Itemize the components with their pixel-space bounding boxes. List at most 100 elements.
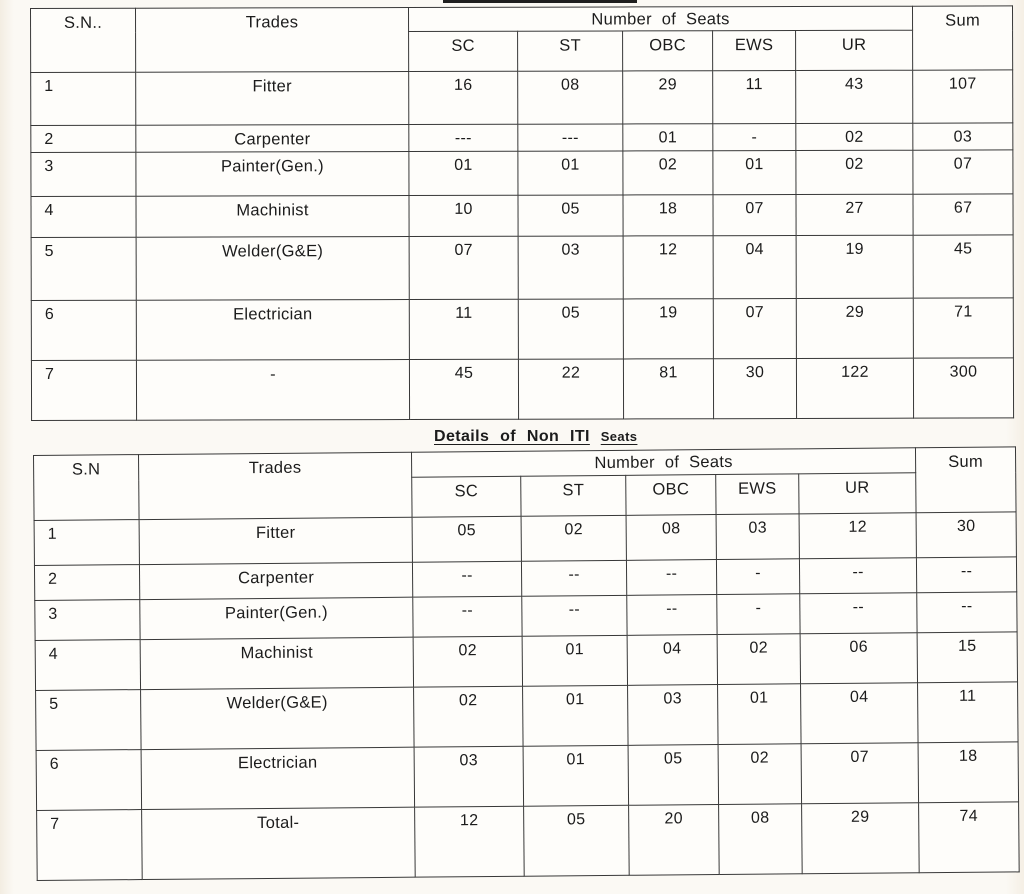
ur-cell: 27 bbox=[795, 194, 914, 236]
obc-cell: 18 bbox=[622, 194, 714, 236]
trade-cell: Fitter bbox=[139, 517, 413, 565]
sc-cell: 45 bbox=[409, 359, 519, 420]
ews-cell: - bbox=[712, 123, 796, 151]
ur-cell: 02 bbox=[795, 150, 914, 195]
sc-cell: 05 bbox=[412, 516, 522, 563]
sc-cell: 01 bbox=[408, 151, 518, 196]
st-cell: 01 bbox=[522, 685, 629, 747]
obc-cell: 81 bbox=[623, 358, 714, 419]
sn-cell: 5 bbox=[35, 689, 142, 751]
sum-cell: -- bbox=[916, 591, 1018, 633]
obc-cell: -- bbox=[626, 559, 717, 596]
sum-cell: 67 bbox=[913, 193, 1014, 236]
trade-cell: Fitter bbox=[135, 71, 409, 126]
trade-cell: Total- bbox=[141, 807, 416, 880]
st-cell: 02 bbox=[521, 515, 627, 562]
obc-cell: 01 bbox=[622, 123, 713, 151]
obc-cell: 02 bbox=[622, 150, 713, 195]
table-row: 1 Fitter 16 08 29 11 43 107 bbox=[30, 69, 1013, 126]
sum-cell: 18 bbox=[918, 741, 1019, 803]
table-row: 4 Machinist 10 05 18 07 27 67 bbox=[30, 193, 1014, 238]
obc-cell: -- bbox=[626, 594, 718, 636]
ur-cell: 43 bbox=[795, 70, 913, 124]
ews-cell: 03 bbox=[716, 513, 800, 560]
ews-cell: 11 bbox=[712, 70, 796, 124]
sc-cell: 10 bbox=[408, 195, 519, 237]
sum-cell: 30 bbox=[916, 511, 1017, 558]
column-header-sc: SC bbox=[408, 31, 518, 72]
table-row: 7 Total- 12 05 20 08 29 74 bbox=[36, 801, 1020, 881]
st-cell: 05 bbox=[518, 298, 624, 360]
ews-cell: 30 bbox=[713, 358, 797, 419]
column-header-st: ST bbox=[520, 475, 627, 517]
table-row: 7 - 45 22 81 30 122 300 bbox=[31, 357, 1014, 421]
table-row: 4 Machinist 02 01 04 02 06 15 bbox=[35, 631, 1018, 691]
obc-cell: 08 bbox=[626, 514, 717, 561]
sn-cell: 6 bbox=[36, 749, 142, 811]
column-header-trades: Trades bbox=[138, 452, 413, 520]
column-header-trades: Trades bbox=[135, 7, 409, 73]
obc-cell: 03 bbox=[627, 684, 719, 746]
st-cell: 05 bbox=[523, 805, 630, 877]
st-cell: -- bbox=[521, 595, 628, 637]
obc-cell: 29 bbox=[622, 70, 713, 124]
obc-cell: 12 bbox=[623, 235, 714, 299]
sum-cell: 300 bbox=[913, 357, 1014, 419]
section-title-main: Details of Non ITI bbox=[434, 428, 590, 445]
column-header-obc: OBC bbox=[622, 30, 713, 71]
trade-cell: Machinist bbox=[140, 637, 414, 690]
st-cell: 03 bbox=[518, 235, 624, 300]
st-cell: --- bbox=[517, 123, 623, 152]
table-row: 6 Electrician 11 05 19 07 29 71 bbox=[31, 297, 1014, 361]
sc-cell: 11 bbox=[409, 299, 519, 360]
obc-cell: 20 bbox=[628, 804, 720, 876]
ur-cell: 122 bbox=[796, 358, 914, 419]
table-header-row: S.N.. Trades Number of Seats Sum bbox=[30, 5, 1013, 73]
st-cell: 08 bbox=[517, 70, 623, 125]
sn-cell: 4 bbox=[30, 196, 137, 238]
trade-cell: Electrician bbox=[141, 747, 415, 810]
sum-cell: 03 bbox=[912, 122, 1013, 151]
ur-cell: 19 bbox=[796, 235, 914, 299]
sc-cell: 02 bbox=[413, 686, 524, 748]
st-cell: 22 bbox=[518, 358, 624, 420]
ur-cell: 29 bbox=[796, 298, 914, 359]
table-row: 2 Carpenter --- --- 01 - 02 03 bbox=[30, 122, 1013, 153]
column-header-st: ST bbox=[517, 30, 623, 72]
ur-cell: 06 bbox=[800, 632, 918, 684]
trade-cell: Carpenter bbox=[139, 562, 413, 600]
trade-cell: Machinist bbox=[135, 195, 410, 238]
column-header-ews: EWS bbox=[712, 30, 796, 71]
trade-cell: Welder(G&E) bbox=[140, 687, 415, 750]
table-row: 5 Welder(G&E) 07 03 12 04 19 45 bbox=[31, 234, 1014, 301]
obc-cell: 05 bbox=[628, 744, 719, 806]
section-title-suffix: Seats bbox=[600, 429, 638, 444]
ews-cell: 04 bbox=[713, 235, 797, 299]
sum-cell: 11 bbox=[917, 681, 1019, 743]
obc-cell: 19 bbox=[623, 298, 714, 359]
sn-cell: 1 bbox=[34, 519, 140, 566]
ur-cell: 12 bbox=[799, 512, 917, 559]
sn-cell: 2 bbox=[34, 564, 140, 601]
sn-cell: 7 bbox=[36, 809, 143, 881]
st-cell: 01 bbox=[523, 745, 629, 807]
column-header-sn: S.N bbox=[33, 454, 140, 521]
sc-cell: 03 bbox=[414, 746, 524, 808]
ur-cell: -- bbox=[799, 592, 918, 634]
cropped-title-underline bbox=[443, 0, 637, 3]
ews-cell: 02 bbox=[717, 633, 801, 685]
sn-cell: 6 bbox=[31, 300, 137, 361]
ur-cell: -- bbox=[799, 557, 917, 594]
sn-cell: 2 bbox=[30, 125, 136, 153]
column-header-ews: EWS bbox=[715, 473, 800, 515]
ews-cell: 01 bbox=[712, 150, 796, 195]
sum-cell: -- bbox=[916, 556, 1017, 593]
column-header-ur: UR bbox=[798, 472, 917, 514]
table-row: 3 Painter(Gen.) 01 01 02 01 02 07 bbox=[30, 149, 1014, 197]
column-header-sn: S.N.. bbox=[30, 8, 136, 73]
column-header-sum: Sum bbox=[912, 5, 1013, 71]
column-header-sum: Sum bbox=[915, 446, 1017, 513]
column-header-number-of-seats: Number of Seats bbox=[408, 6, 913, 32]
sum-cell: 71 bbox=[913, 297, 1014, 359]
sum-cell: 15 bbox=[917, 631, 1018, 683]
